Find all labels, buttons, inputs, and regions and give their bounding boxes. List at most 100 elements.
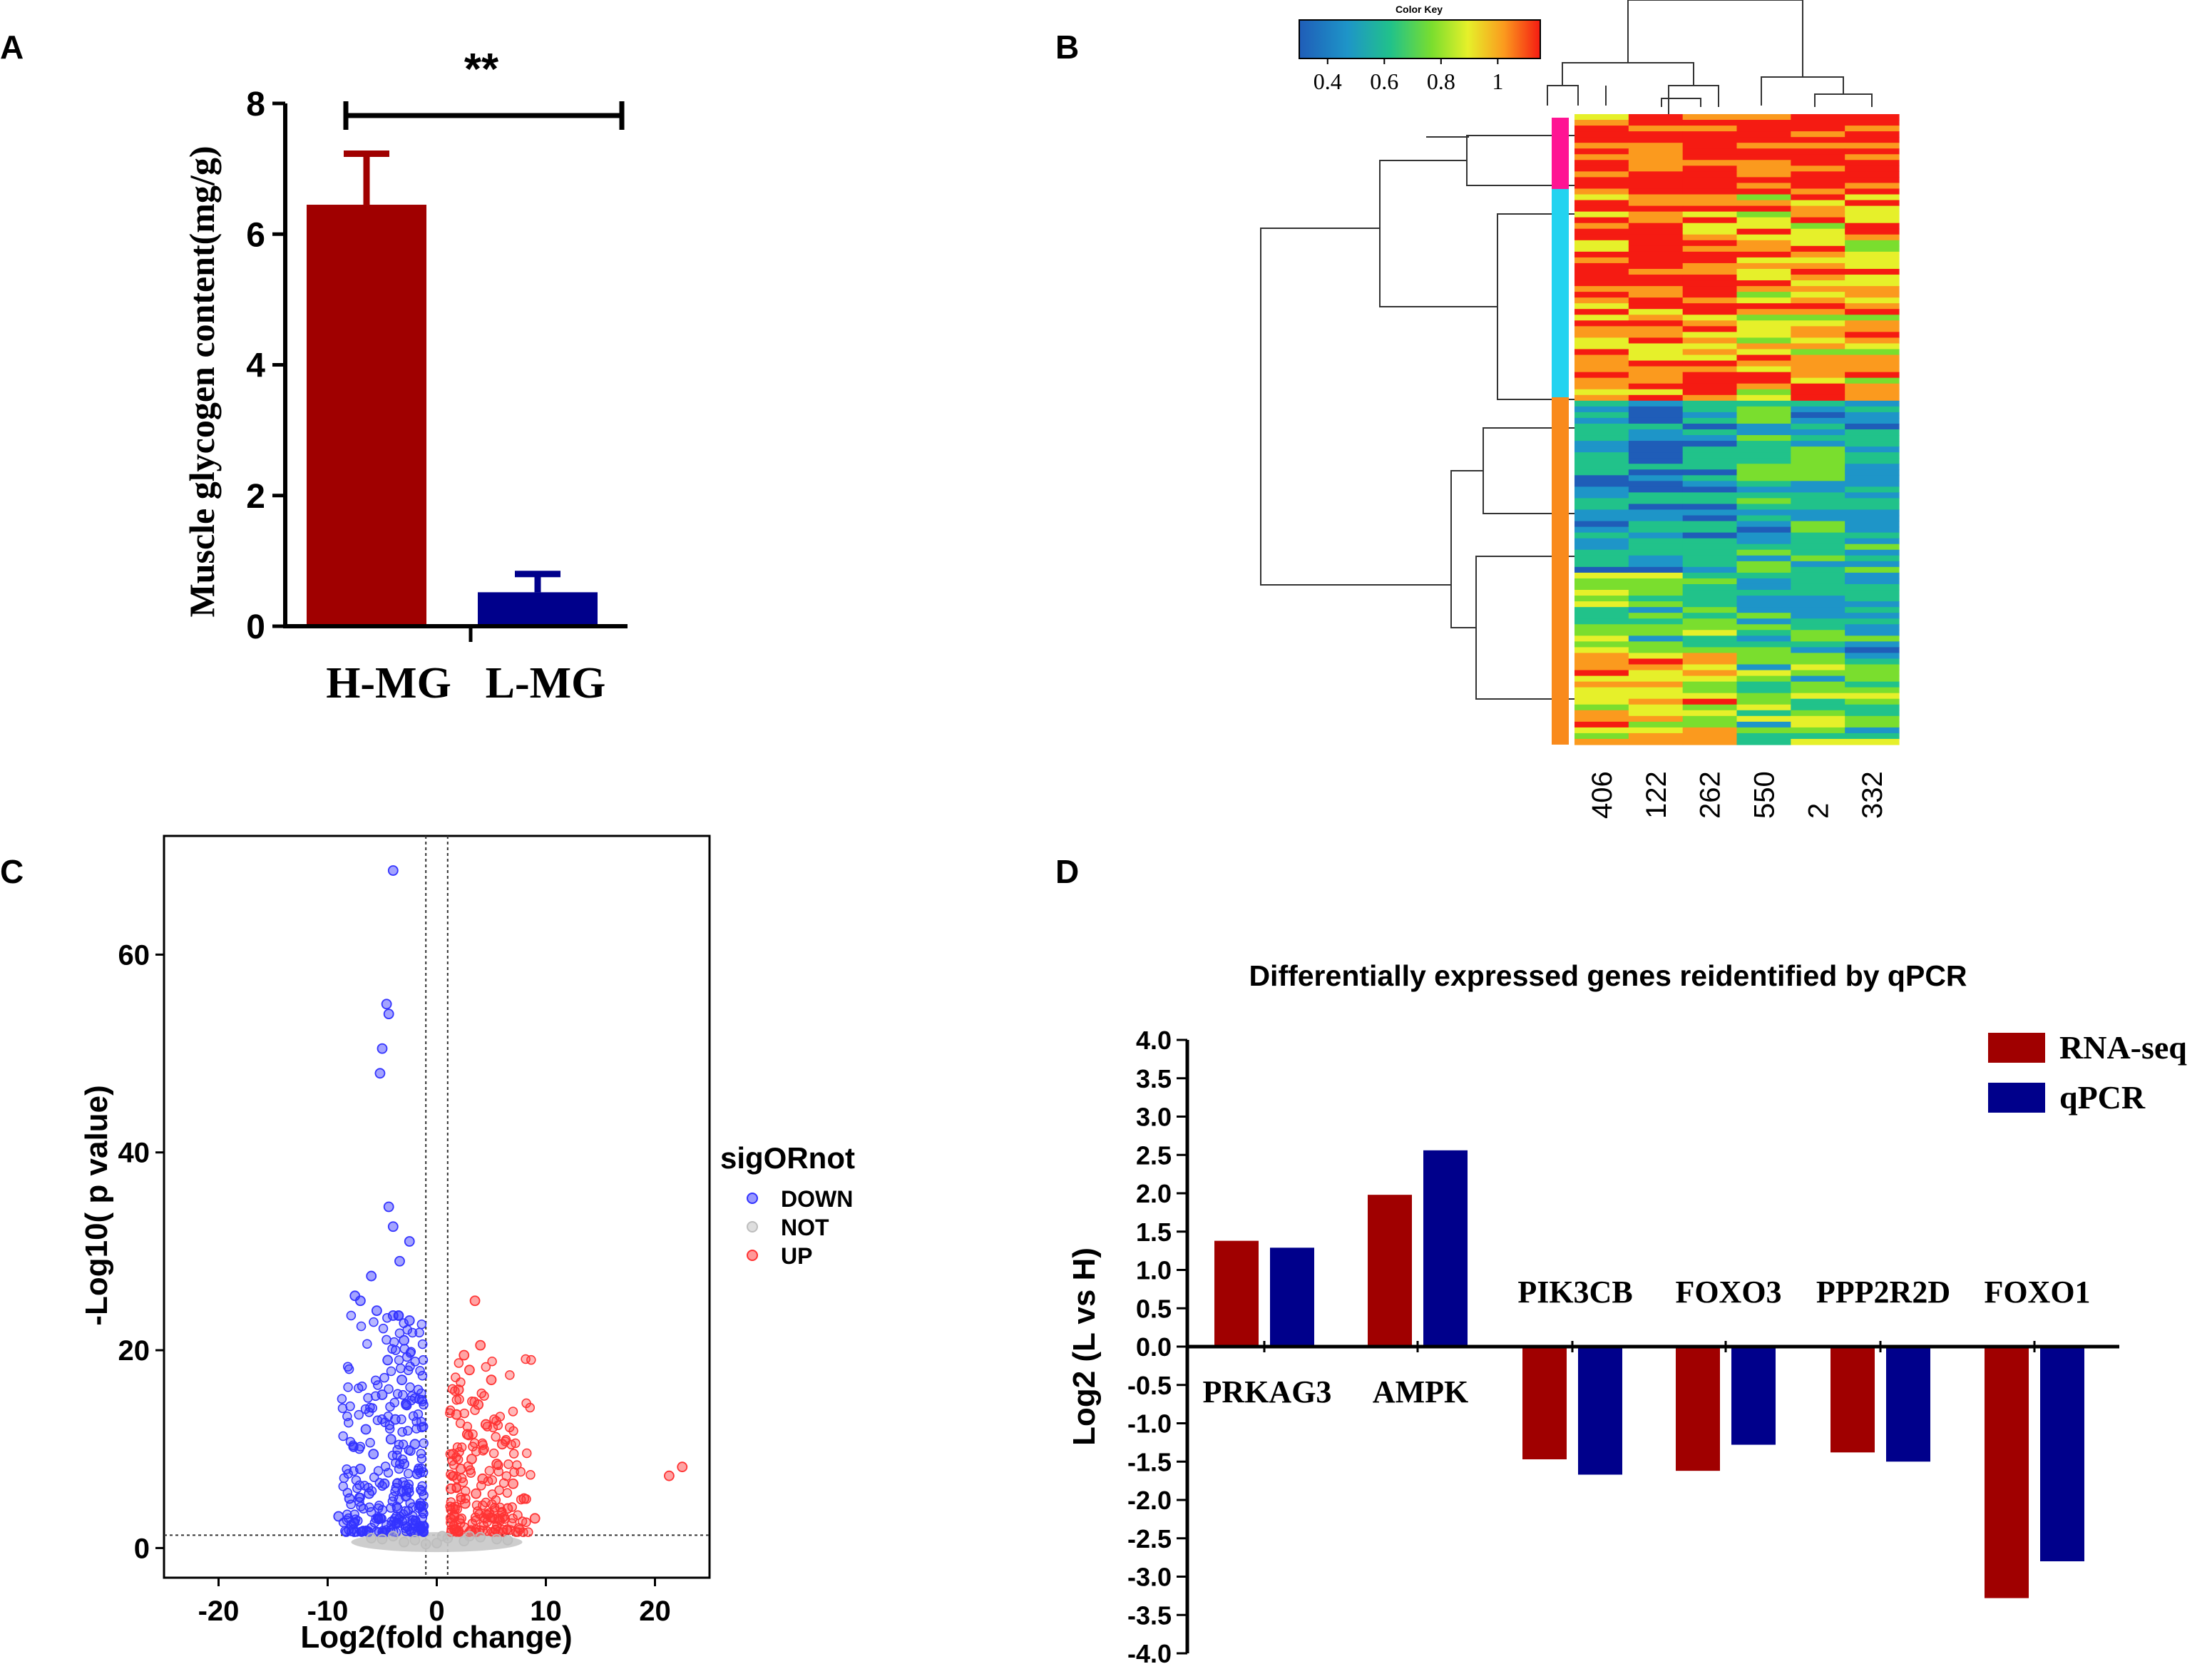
heatmap-cell	[1845, 429, 1900, 436]
heatmap-cell	[1791, 704, 1845, 711]
heatmap-cell	[1845, 120, 1900, 126]
heatmap-cell	[1574, 417, 1629, 424]
c-point-up	[464, 1364, 475, 1376]
heatmap-cell	[1574, 297, 1629, 304]
c-point-up	[451, 1395, 462, 1405]
c-point-up	[526, 1470, 536, 1480]
heatmap-cell	[1574, 572, 1629, 579]
heatmap-cell	[1574, 429, 1629, 436]
c-point-up	[523, 1527, 533, 1537]
row-group-bar-pink	[1552, 118, 1569, 189]
heatmap-cell	[1628, 561, 1684, 568]
heatmap-cell	[1791, 211, 1845, 218]
heatmap-cell	[1736, 601, 1791, 608]
heatmap-cell	[1845, 268, 1900, 275]
heatmap-cell	[1682, 733, 1738, 740]
c-point-down	[374, 1068, 386, 1079]
heatmap-cell	[1574, 601, 1629, 608]
heatmap-cell	[1845, 721, 1900, 728]
heatmap-cell	[1574, 194, 1629, 201]
c-point-down	[409, 1439, 421, 1450]
heatmap-cell	[1845, 394, 1900, 402]
heatmap-cell	[1574, 303, 1629, 310]
heatmap-cell	[1628, 596, 1684, 602]
heatmap-cell	[1628, 710, 1684, 717]
c-point-up	[471, 1488, 481, 1499]
heatmap-cell	[1682, 372, 1738, 379]
heatmap-cell	[1574, 555, 1629, 562]
heatmap-cell	[1682, 658, 1738, 665]
heatmap-cell	[1574, 664, 1629, 671]
heatmap-cell	[1791, 710, 1845, 717]
heatmap-cell	[1628, 120, 1684, 126]
heatmap-cell	[1736, 704, 1791, 711]
heatmap-cell	[1574, 223, 1629, 230]
c-point-down	[345, 1401, 355, 1412]
c-point-up	[526, 1354, 536, 1365]
heatmap-cell	[1791, 349, 1845, 356]
heatmap-cell	[1682, 286, 1738, 292]
heatmap-cell	[1682, 297, 1738, 304]
c-point-up	[506, 1439, 516, 1450]
heatmap-cell	[1736, 504, 1791, 511]
c-point-down	[402, 1325, 413, 1335]
heatmap-cell	[1791, 154, 1845, 160]
c-point-up	[502, 1503, 513, 1514]
heatmap-cell	[1574, 177, 1629, 184]
heatmap-cell	[1628, 200, 1684, 207]
c-point-down	[394, 1255, 405, 1267]
heatmap-cell	[1628, 532, 1684, 539]
c-point-down	[371, 1375, 381, 1386]
heatmap-cell	[1682, 618, 1738, 625]
heatmap-cell	[1845, 710, 1900, 717]
heatmap-cell	[1845, 320, 1900, 327]
heatmap-cell	[1628, 223, 1684, 230]
heatmap-cell	[1791, 481, 1845, 487]
a-xtick-lmg: L-MG	[486, 659, 606, 708]
heatmap-cell	[1574, 372, 1629, 379]
c-point-not	[442, 1533, 454, 1543]
heatmap-cell	[1574, 653, 1629, 660]
heatmap-cell	[1736, 223, 1791, 230]
heatmap-cell	[1682, 532, 1738, 539]
heatmap-cell	[1845, 417, 1900, 424]
heatmap-cell	[1574, 211, 1629, 218]
heatmap-cell	[1845, 223, 1900, 230]
heatmap-cell	[1736, 114, 1791, 121]
c-point-up	[483, 1476, 493, 1486]
heatmap-cell	[1736, 630, 1791, 636]
c-point-down	[364, 1407, 374, 1417]
heatmap-cell	[1736, 332, 1791, 339]
heatmap-cell	[1791, 228, 1845, 235]
c-ytick-label: 60	[118, 939, 150, 971]
heatmap-cell	[1845, 372, 1900, 379]
heatmap-cell	[1682, 280, 1738, 287]
heatmap-cell	[1791, 727, 1845, 734]
heatmap-cell	[1845, 245, 1900, 252]
heatmap-cell	[1845, 309, 1900, 315]
heatmap-cell	[1682, 504, 1738, 511]
a-ytick-label: 0	[246, 608, 265, 646]
heatmap-cell	[1628, 286, 1684, 292]
heatmap-cell	[1574, 320, 1629, 327]
heatmap-cell	[1682, 389, 1738, 396]
heatmap-cell	[1574, 326, 1629, 332]
heatmap-cell	[1682, 332, 1738, 339]
heatmap-cell	[1791, 126, 1845, 132]
c-point-down	[338, 1431, 348, 1441]
c-point-down	[387, 1310, 399, 1321]
heatmap-cell	[1628, 647, 1684, 654]
c-point-down	[404, 1315, 415, 1326]
heatmap-cell	[1682, 383, 1738, 390]
heatmap-cell	[1682, 653, 1738, 660]
heatmap-cell	[1791, 268, 1845, 275]
heatmap-cell	[1736, 228, 1791, 235]
heatmap-cell	[1682, 458, 1738, 464]
heatmap-cell	[1682, 211, 1738, 218]
heatmap-cell	[1845, 366, 1900, 373]
heatmap-cell	[1791, 624, 1845, 631]
c-point-down	[399, 1334, 409, 1346]
heatmap-cell	[1845, 641, 1900, 648]
c-point-down	[418, 1422, 429, 1431]
c-point-up	[478, 1500, 488, 1511]
